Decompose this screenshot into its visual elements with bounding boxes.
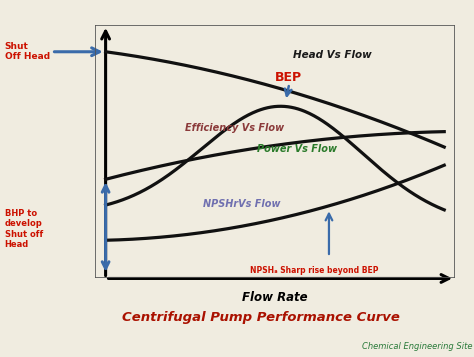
- Text: NPSHrVs Flow: NPSHrVs Flow: [203, 200, 281, 210]
- Text: Flow Rate: Flow Rate: [242, 291, 308, 304]
- Text: Efficiency Vs Flow: Efficiency Vs Flow: [185, 124, 284, 134]
- Text: Chemical Engineering Site: Chemical Engineering Site: [362, 342, 473, 351]
- Text: NPSHₐ Sharp rise beyond BEP: NPSHₐ Sharp rise beyond BEP: [250, 266, 378, 275]
- Text: BEP: BEP: [275, 71, 302, 84]
- Text: Head Vs Flow: Head Vs Flow: [293, 50, 372, 60]
- Text: Centrifugal Pump Performance Curve: Centrifugal Pump Performance Curve: [122, 311, 400, 324]
- Text: Shut
Off Head: Shut Off Head: [5, 42, 50, 61]
- Text: BHP to
develop
Shut off
Head: BHP to develop Shut off Head: [5, 209, 43, 249]
- Text: Power Vs Flow: Power Vs Flow: [257, 144, 337, 154]
